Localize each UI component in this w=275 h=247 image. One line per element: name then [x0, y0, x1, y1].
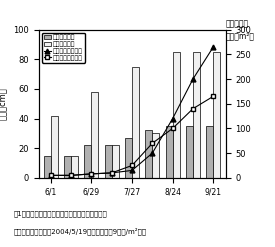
- Text: 数の変化（移植日：2004/5/19、移植密度：9個体/m²）．: 数の変化（移植日：2004/5/19、移植密度：9個体/m²）．: [14, 227, 147, 235]
- Bar: [51, 116, 58, 178]
- Bar: [64, 156, 71, 178]
- Bar: [112, 145, 119, 178]
- Bar: [91, 92, 98, 178]
- Bar: [213, 52, 221, 178]
- Bar: [43, 156, 51, 178]
- Text: （本／m²）: （本／m²）: [226, 31, 254, 40]
- Bar: [132, 67, 139, 178]
- Bar: [173, 52, 180, 178]
- Bar: [186, 126, 193, 178]
- Legend: 短桜型：草丈, 普通型：草丈, 短桜型：シュート, 普通型：シュート: 短桜型：草丈, 普通型：草丈, 短桜型：シュート, 普通型：シュート: [42, 33, 85, 63]
- Y-axis label: 草丈（cm）: 草丈（cm）: [0, 87, 7, 120]
- Text: 図1．短桜型及び普通型チガヤの草丈とシュート: 図1．短桜型及び普通型チガヤの草丈とシュート: [14, 210, 108, 217]
- Bar: [152, 133, 160, 178]
- Bar: [125, 138, 132, 178]
- Bar: [166, 126, 173, 178]
- Text: シュート数: シュート数: [226, 19, 249, 28]
- Bar: [206, 126, 213, 178]
- Bar: [145, 130, 152, 178]
- Bar: [71, 156, 78, 178]
- Bar: [193, 52, 200, 178]
- Bar: [84, 145, 91, 178]
- Bar: [104, 145, 112, 178]
